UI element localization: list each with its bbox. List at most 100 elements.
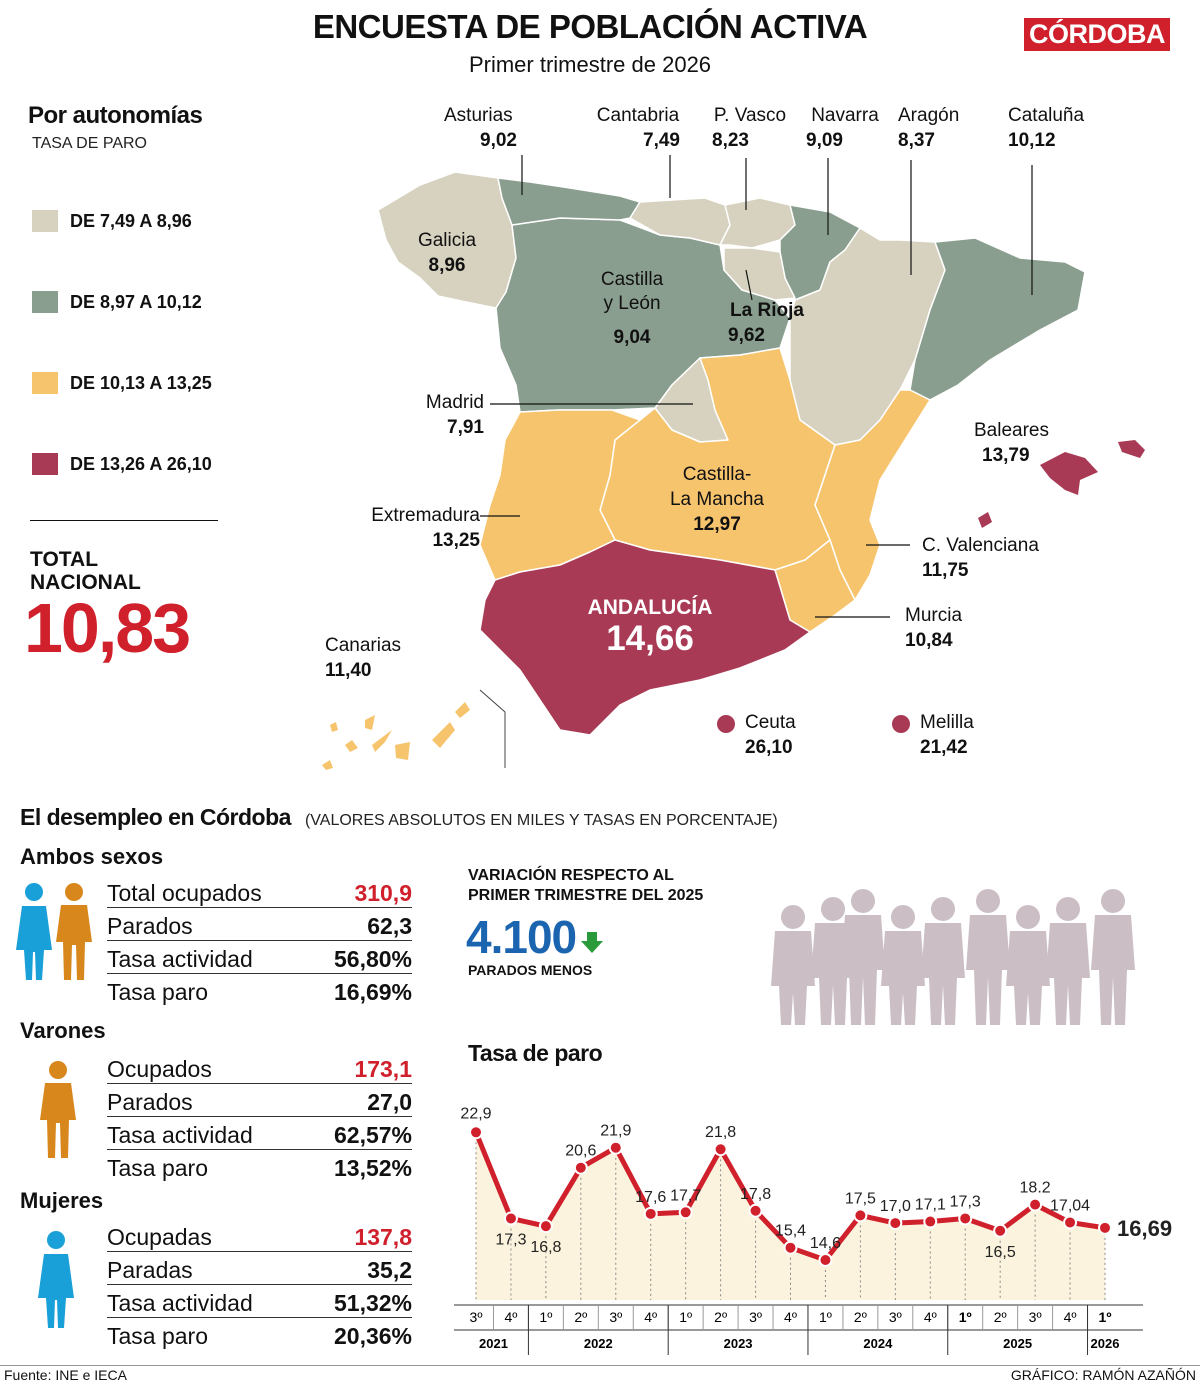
data-label: 16,69	[1117, 1216, 1172, 1241]
stat-value: 35,2	[367, 1257, 412, 1283]
silhouette-head	[976, 889, 1000, 913]
data-point	[573, 1160, 588, 1175]
x-year-label: 2024	[863, 1336, 893, 1351]
stat-row: Parados 27,0	[107, 1084, 412, 1117]
label-extremadura: Extremadura 13,25	[340, 503, 480, 553]
region-name: Madrid	[425, 392, 484, 413]
x-tick-label: 2º	[574, 1309, 587, 1325]
silhouette-head	[821, 897, 845, 921]
silhouette-body	[966, 915, 1010, 1025]
stat-row: Ocupados 173,1	[107, 1051, 412, 1084]
legend-label: DE 8,97 A 10,12	[70, 291, 202, 312]
variation-title: VARIACIÓN RESPECTO AL PRIMER TRIMESTRE D…	[468, 866, 703, 906]
people-silhouettes-icon	[771, 889, 1135, 1025]
stat-label: Total ocupados	[107, 880, 262, 906]
x-year-label: 2021	[479, 1336, 508, 1351]
silhouette-body	[1046, 923, 1090, 1025]
legend-swatch	[32, 210, 58, 232]
silhouette-head	[891, 905, 915, 929]
region-name: Navarra	[811, 105, 879, 126]
region-name: P. Vasco	[713, 105, 787, 126]
stat-label: Tasa paro	[107, 979, 209, 1005]
spain-map	[322, 155, 1145, 770]
stat-value: 62,57%	[333, 1122, 412, 1148]
x-year-label: 2025	[1003, 1336, 1032, 1351]
data-label: 20,6	[565, 1143, 596, 1160]
stat-row: Tasa paro 20,36%	[107, 1318, 412, 1350]
stats-ambos: Total ocupados 310,9 Parados 62,3 Tasa act…	[107, 875, 412, 1006]
silhouette-head	[781, 905, 805, 929]
label-asturias: Asturias 9,02	[424, 103, 624, 153]
region-asturias	[497, 177, 641, 226]
region-name: Baleares	[974, 420, 1049, 441]
label-madrid: Madrid 7,91	[404, 390, 484, 440]
region-value: 11,40	[325, 660, 372, 681]
region-name: Murcia	[905, 605, 963, 626]
stat-value: 137,8	[354, 1224, 412, 1250]
region-name: Galicia	[417, 230, 477, 251]
stat-value: 13,52%	[333, 1155, 412, 1181]
stat-row: Parados 62,3	[107, 908, 412, 941]
stat-value: 173,1	[354, 1056, 412, 1082]
region-pais-vasco	[719, 197, 796, 249]
region-name: Aragón	[898, 105, 960, 126]
data-label: 15,4	[775, 1223, 806, 1240]
silhouette-body	[1091, 915, 1135, 1025]
region-name: ANDALUCÍA	[587, 596, 713, 619]
silhouette-body	[921, 923, 965, 1025]
silhouette-head	[931, 897, 955, 921]
stat-label: Parados	[107, 913, 193, 939]
region-value: 7,91	[447, 417, 484, 438]
cordoba-title: El desempleo en Córdoba	[20, 804, 291, 830]
stat-value: 16,69%	[333, 979, 412, 1005]
variation-title-line: PRIMER TRIMESTRE DEL 2025	[468, 887, 704, 904]
data-label: 17,5	[845, 1190, 876, 1207]
label-castilla-leon: Castilla y León 9,04	[582, 268, 682, 350]
region-value: 8,23	[712, 130, 749, 151]
stat-row: Tasa paro 13,52%	[107, 1150, 412, 1182]
data-point	[1063, 1215, 1078, 1230]
region-la-rioja	[723, 247, 796, 301]
x-tick-label: 1º	[959, 1309, 972, 1325]
total-label-line: NACIONAL	[30, 571, 141, 594]
stat-label: Tasa paro	[107, 1155, 209, 1181]
label-la-rioja: La Rioja 9,62	[718, 298, 816, 348]
data-label: 17,3	[950, 1193, 981, 1210]
variation-value: 4.100	[466, 911, 577, 963]
region-name: La Mancha	[669, 489, 764, 510]
silhouette-body	[881, 931, 925, 1025]
x-tick-label: 3º	[470, 1309, 483, 1325]
region-value: 9,62	[728, 325, 765, 346]
data-point	[643, 1206, 658, 1221]
region-baleares	[1040, 452, 1098, 495]
legend-label: DE 10,13 A 13,25	[70, 372, 212, 393]
x-tick-label: 1º	[679, 1309, 692, 1325]
region-value: 13,79	[982, 445, 1030, 466]
stat-row: Tasa actividad 51,32%	[107, 1285, 412, 1318]
data-label: 14,6	[810, 1235, 841, 1252]
region-value: 14,66	[606, 619, 694, 658]
stat-label: Parados	[107, 1089, 193, 1115]
region-value: 8,37	[898, 130, 935, 151]
region-andalucia	[479, 539, 811, 736]
footer-divider	[0, 1365, 1200, 1366]
data-point	[503, 1211, 518, 1226]
x-year-label: 2023	[724, 1336, 753, 1351]
divider	[30, 520, 218, 521]
data-label: 17,1	[915, 1197, 946, 1214]
label-valenciana: C. Valenciana 11,75	[922, 533, 1082, 583]
x-tick-label: 2º	[854, 1309, 867, 1325]
page-title: ENCUESTA DE POBLACIÓN ACTIVA	[312, 8, 868, 45]
stat-value: 62,3	[367, 913, 412, 939]
data-point	[958, 1211, 973, 1226]
x-tick-label: 3º	[889, 1309, 902, 1325]
x-tick-label: 1º	[1099, 1309, 1112, 1325]
region-name: C. Valenciana	[922, 535, 1039, 556]
region-name: y León	[603, 293, 661, 314]
x-axis-band	[454, 1300, 1143, 1350]
label-aragon: Aragón 8,37	[898, 103, 978, 153]
data-point	[1028, 1197, 1043, 1212]
silhouette-body	[1006, 931, 1050, 1025]
x-tick-label: 1º	[539, 1309, 552, 1325]
data-label: 21,9	[600, 1123, 631, 1140]
